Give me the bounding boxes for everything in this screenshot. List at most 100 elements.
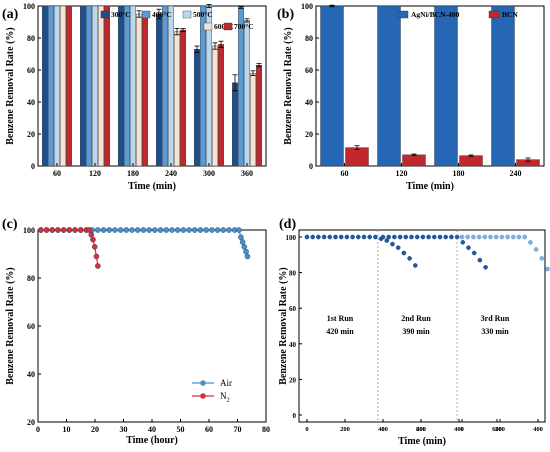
bar-300C-60 xyxy=(42,5,48,167)
legend-swatch xyxy=(488,10,500,19)
run-label: 2nd Run xyxy=(401,314,431,323)
bar-BCN-60 xyxy=(345,147,369,167)
bar-500C-120 xyxy=(92,5,98,167)
bar-700C-60 xyxy=(66,5,72,167)
run-point xyxy=(483,264,488,270)
legend-swatch xyxy=(203,22,213,31)
run-point xyxy=(471,234,476,240)
run-point xyxy=(412,263,418,268)
panel-b-yticks: 0 20 40 60 80 100 xyxy=(301,2,319,171)
run-point xyxy=(384,238,390,243)
bar-600C-60 xyxy=(60,5,66,167)
legend-swatch xyxy=(397,10,409,19)
point-Air xyxy=(180,227,187,233)
point-Air xyxy=(236,227,242,233)
point-Air xyxy=(174,227,181,233)
bar-700C-360 xyxy=(256,64,262,167)
panel-c-frame xyxy=(37,229,267,423)
point-N2 xyxy=(95,263,101,269)
panel-a-label: (a) xyxy=(2,7,19,22)
point-N2 xyxy=(60,227,67,233)
y-tick-label: 60 xyxy=(305,66,313,75)
bar-700C-180 xyxy=(142,15,148,167)
run-point xyxy=(516,234,522,240)
point-N2 xyxy=(38,227,44,233)
point-Air xyxy=(146,227,152,233)
x-tick-label: 0 xyxy=(460,426,463,433)
run-point xyxy=(373,234,378,240)
panel-a-bars xyxy=(42,4,262,167)
point-Air xyxy=(169,227,175,233)
run-point xyxy=(460,240,466,245)
panel-d-ylabel: Benzene Removal Rate (%) xyxy=(278,267,289,384)
run-point xyxy=(510,234,516,240)
x-tick-label: 60 xyxy=(53,169,61,178)
panel-c-xlabel: Time (hour) xyxy=(126,435,178,446)
point-Air xyxy=(244,253,251,260)
x-tick-label: 360 xyxy=(241,169,253,178)
point-Air xyxy=(191,227,198,233)
bar-300C-180 xyxy=(118,5,124,167)
run-point xyxy=(465,234,471,240)
point-N2 xyxy=(93,253,100,260)
bar-600C-360 xyxy=(250,72,256,167)
point-Air xyxy=(214,227,221,233)
panel-c-ticks: 20 40 60 80 100 0 10 20 30 40 50 60 70 80 xyxy=(23,226,270,434)
bar-500C-180 xyxy=(130,5,136,167)
point-Air xyxy=(152,227,158,233)
legend-label: 700°C xyxy=(234,22,254,31)
point-N2 xyxy=(77,227,84,233)
point-Air xyxy=(140,227,147,233)
bar-400C-360 xyxy=(238,7,244,167)
bar-500C-240 xyxy=(168,5,174,167)
run-point xyxy=(493,234,499,240)
run-duration: 390 min xyxy=(402,327,430,336)
run-label: 1st Run xyxy=(327,314,354,323)
y-tick-label: 40 xyxy=(289,341,297,349)
x-tick-label: 120 xyxy=(396,169,408,178)
point-Air xyxy=(220,227,227,233)
y-tick-label: 100 xyxy=(23,226,35,235)
run-point xyxy=(471,250,477,256)
panel-b-xticks: 60 120 180 240 xyxy=(341,163,522,178)
point-Air xyxy=(197,227,204,233)
panel-a-xticks: 60 120 180 240 300 360 xyxy=(53,163,253,178)
x-tick-label: 20 xyxy=(91,425,99,434)
point-Air xyxy=(134,227,141,233)
bar-300C-240 xyxy=(156,13,162,167)
panel-b-frame xyxy=(315,5,545,167)
run-point xyxy=(426,234,431,240)
y-tick-label: 0 xyxy=(309,162,313,171)
x-tick-label: 10 xyxy=(63,425,71,434)
run-point xyxy=(545,266,550,272)
bar-600C-120 xyxy=(98,5,104,167)
bar-BCN-180 xyxy=(459,155,483,167)
run-point xyxy=(528,240,533,245)
panel-d: (d) 0 20 40 60 80 100 0 200 400 600 0 200 400 600 0 200… xyxy=(278,217,550,447)
x-tick-label: 0 xyxy=(305,426,308,433)
panel-b-ylabel: Benzene Removal Rate (%) xyxy=(283,27,294,144)
point-N2 xyxy=(88,231,95,238)
legend-label: AgNi/BCN-400 xyxy=(411,10,460,19)
point-Air xyxy=(129,227,135,233)
x-tick-label: 50 xyxy=(177,425,185,434)
legend-label: 400°C xyxy=(152,10,172,19)
run-point xyxy=(499,234,505,240)
point-Air xyxy=(157,227,164,233)
run-point xyxy=(327,234,333,240)
point-Air xyxy=(100,227,107,233)
x-tick-label: 120 xyxy=(89,169,101,178)
run-point xyxy=(414,234,420,240)
run-point xyxy=(431,234,437,240)
point-Air xyxy=(209,227,215,233)
x-tick-label: 240 xyxy=(165,169,177,178)
point-Air xyxy=(243,248,249,255)
run-point xyxy=(350,234,355,240)
y-tick-label: 20 xyxy=(27,130,35,139)
panel-a-yticks: 0 20 40 60 80 100 xyxy=(23,2,41,171)
panel-b-xlabel: Time (min) xyxy=(406,181,454,192)
x-tick-label: 240 xyxy=(510,169,522,178)
run-point xyxy=(401,250,407,256)
